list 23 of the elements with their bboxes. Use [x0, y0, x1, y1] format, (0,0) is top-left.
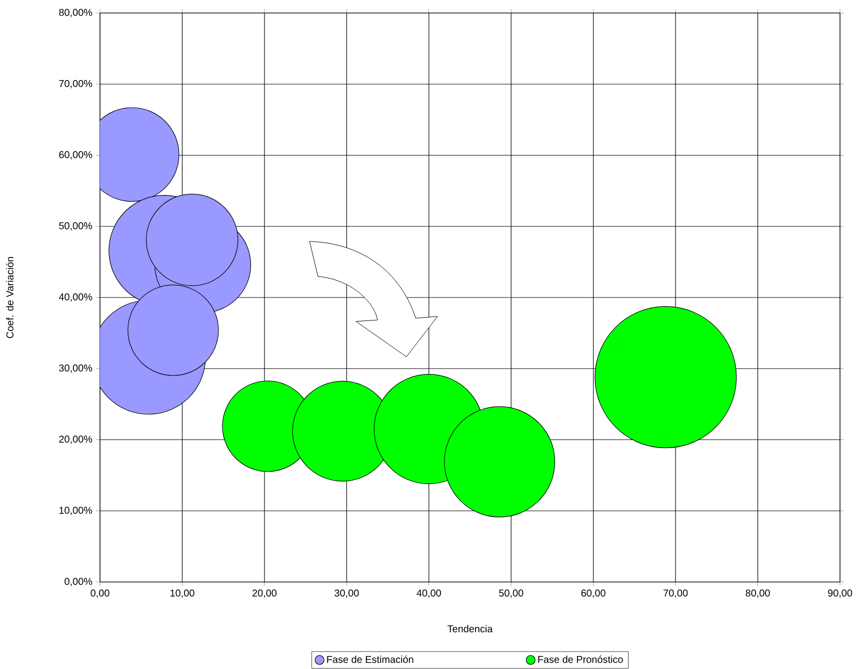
- x-tick-label: 80,00: [746, 590, 770, 598]
- y-tick-label: 80,00%: [59, 8, 92, 18]
- x-tick-label: 90,00: [828, 590, 852, 598]
- x-axis-title: Tendencia: [448, 625, 493, 632]
- y-tick-label: 20,00%: [59, 436, 92, 444]
- y-axis-title: Coef. de Variación: [6, 257, 14, 338]
- legend-label: Fase de Pronóstico: [538, 656, 623, 663]
- y-tick-label: 70,00%: [59, 80, 92, 88]
- x-tick-label: 10,00: [170, 590, 194, 598]
- x-tick-label: 30,00: [334, 590, 359, 598]
- x-tick-label: 70,00: [664, 590, 688, 598]
- x-tick-label: 0,00: [90, 590, 110, 598]
- y-tick-label: 60,00%: [59, 151, 92, 160]
- legend-label: Fase de Estimación: [327, 656, 414, 663]
- x-tick-label: 60,00: [581, 590, 606, 598]
- x-tick-label: 20,00: [252, 590, 277, 598]
- x-tick-label: 40,00: [416, 590, 441, 598]
- y-tick-label: 50,00%: [59, 222, 92, 230]
- x-tick-label: 50,00: [499, 590, 524, 598]
- y-tick-label: 30,00%: [59, 364, 92, 373]
- y-tick-label: 40,00%: [58, 293, 92, 302]
- y-tick-label: 0,00%: [64, 578, 92, 586]
- y-tick-label: 10,00%: [59, 506, 92, 515]
